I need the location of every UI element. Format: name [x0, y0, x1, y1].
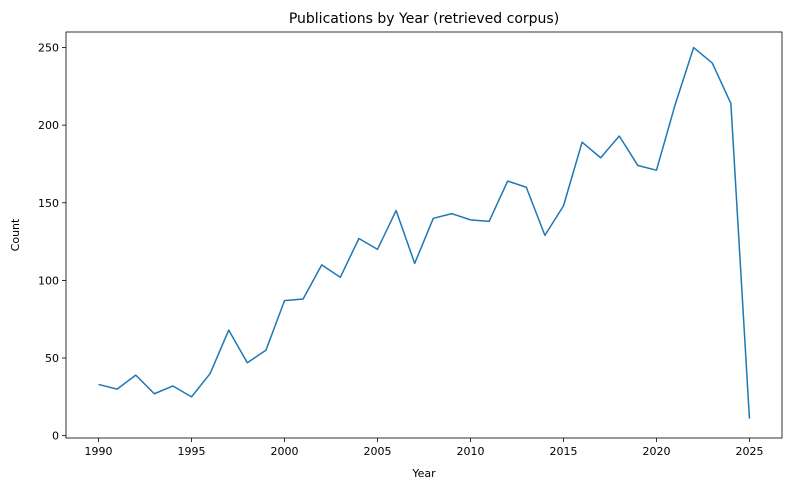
x-tick-label: 2020	[642, 445, 670, 458]
plot-area-frame	[65, 31, 783, 439]
chart-title: Publications by Year (retrieved corpus)	[289, 11, 559, 27]
y-tick-label: 0	[52, 430, 59, 443]
x-tick-label: 2025	[735, 445, 763, 458]
x-tick-label: 2010	[456, 445, 484, 458]
series-line	[98, 46, 751, 419]
data-points	[98, 47, 750, 419]
y-tick-label: 150	[38, 197, 59, 210]
x-axis: 1990 1995 2000 2005 2010 2015 2020 2025	[85, 438, 763, 458]
y-tick-label: 250	[38, 42, 59, 55]
y-axis: 0 50 100 150 200 250	[38, 42, 66, 443]
x-tick-label: 1990	[85, 445, 113, 458]
y-axis-label: Count	[9, 218, 22, 251]
y-tick-label: 50	[45, 352, 59, 365]
y-tick-label: 200	[38, 119, 59, 132]
x-tick-label: 2000	[271, 445, 299, 458]
x-tick-label: 1995	[178, 445, 206, 458]
x-tick-label: 2005	[364, 445, 392, 458]
x-tick-label: 2015	[549, 445, 577, 458]
x-axis-label: Year	[411, 467, 436, 480]
y-tick-label: 100	[38, 274, 59, 287]
